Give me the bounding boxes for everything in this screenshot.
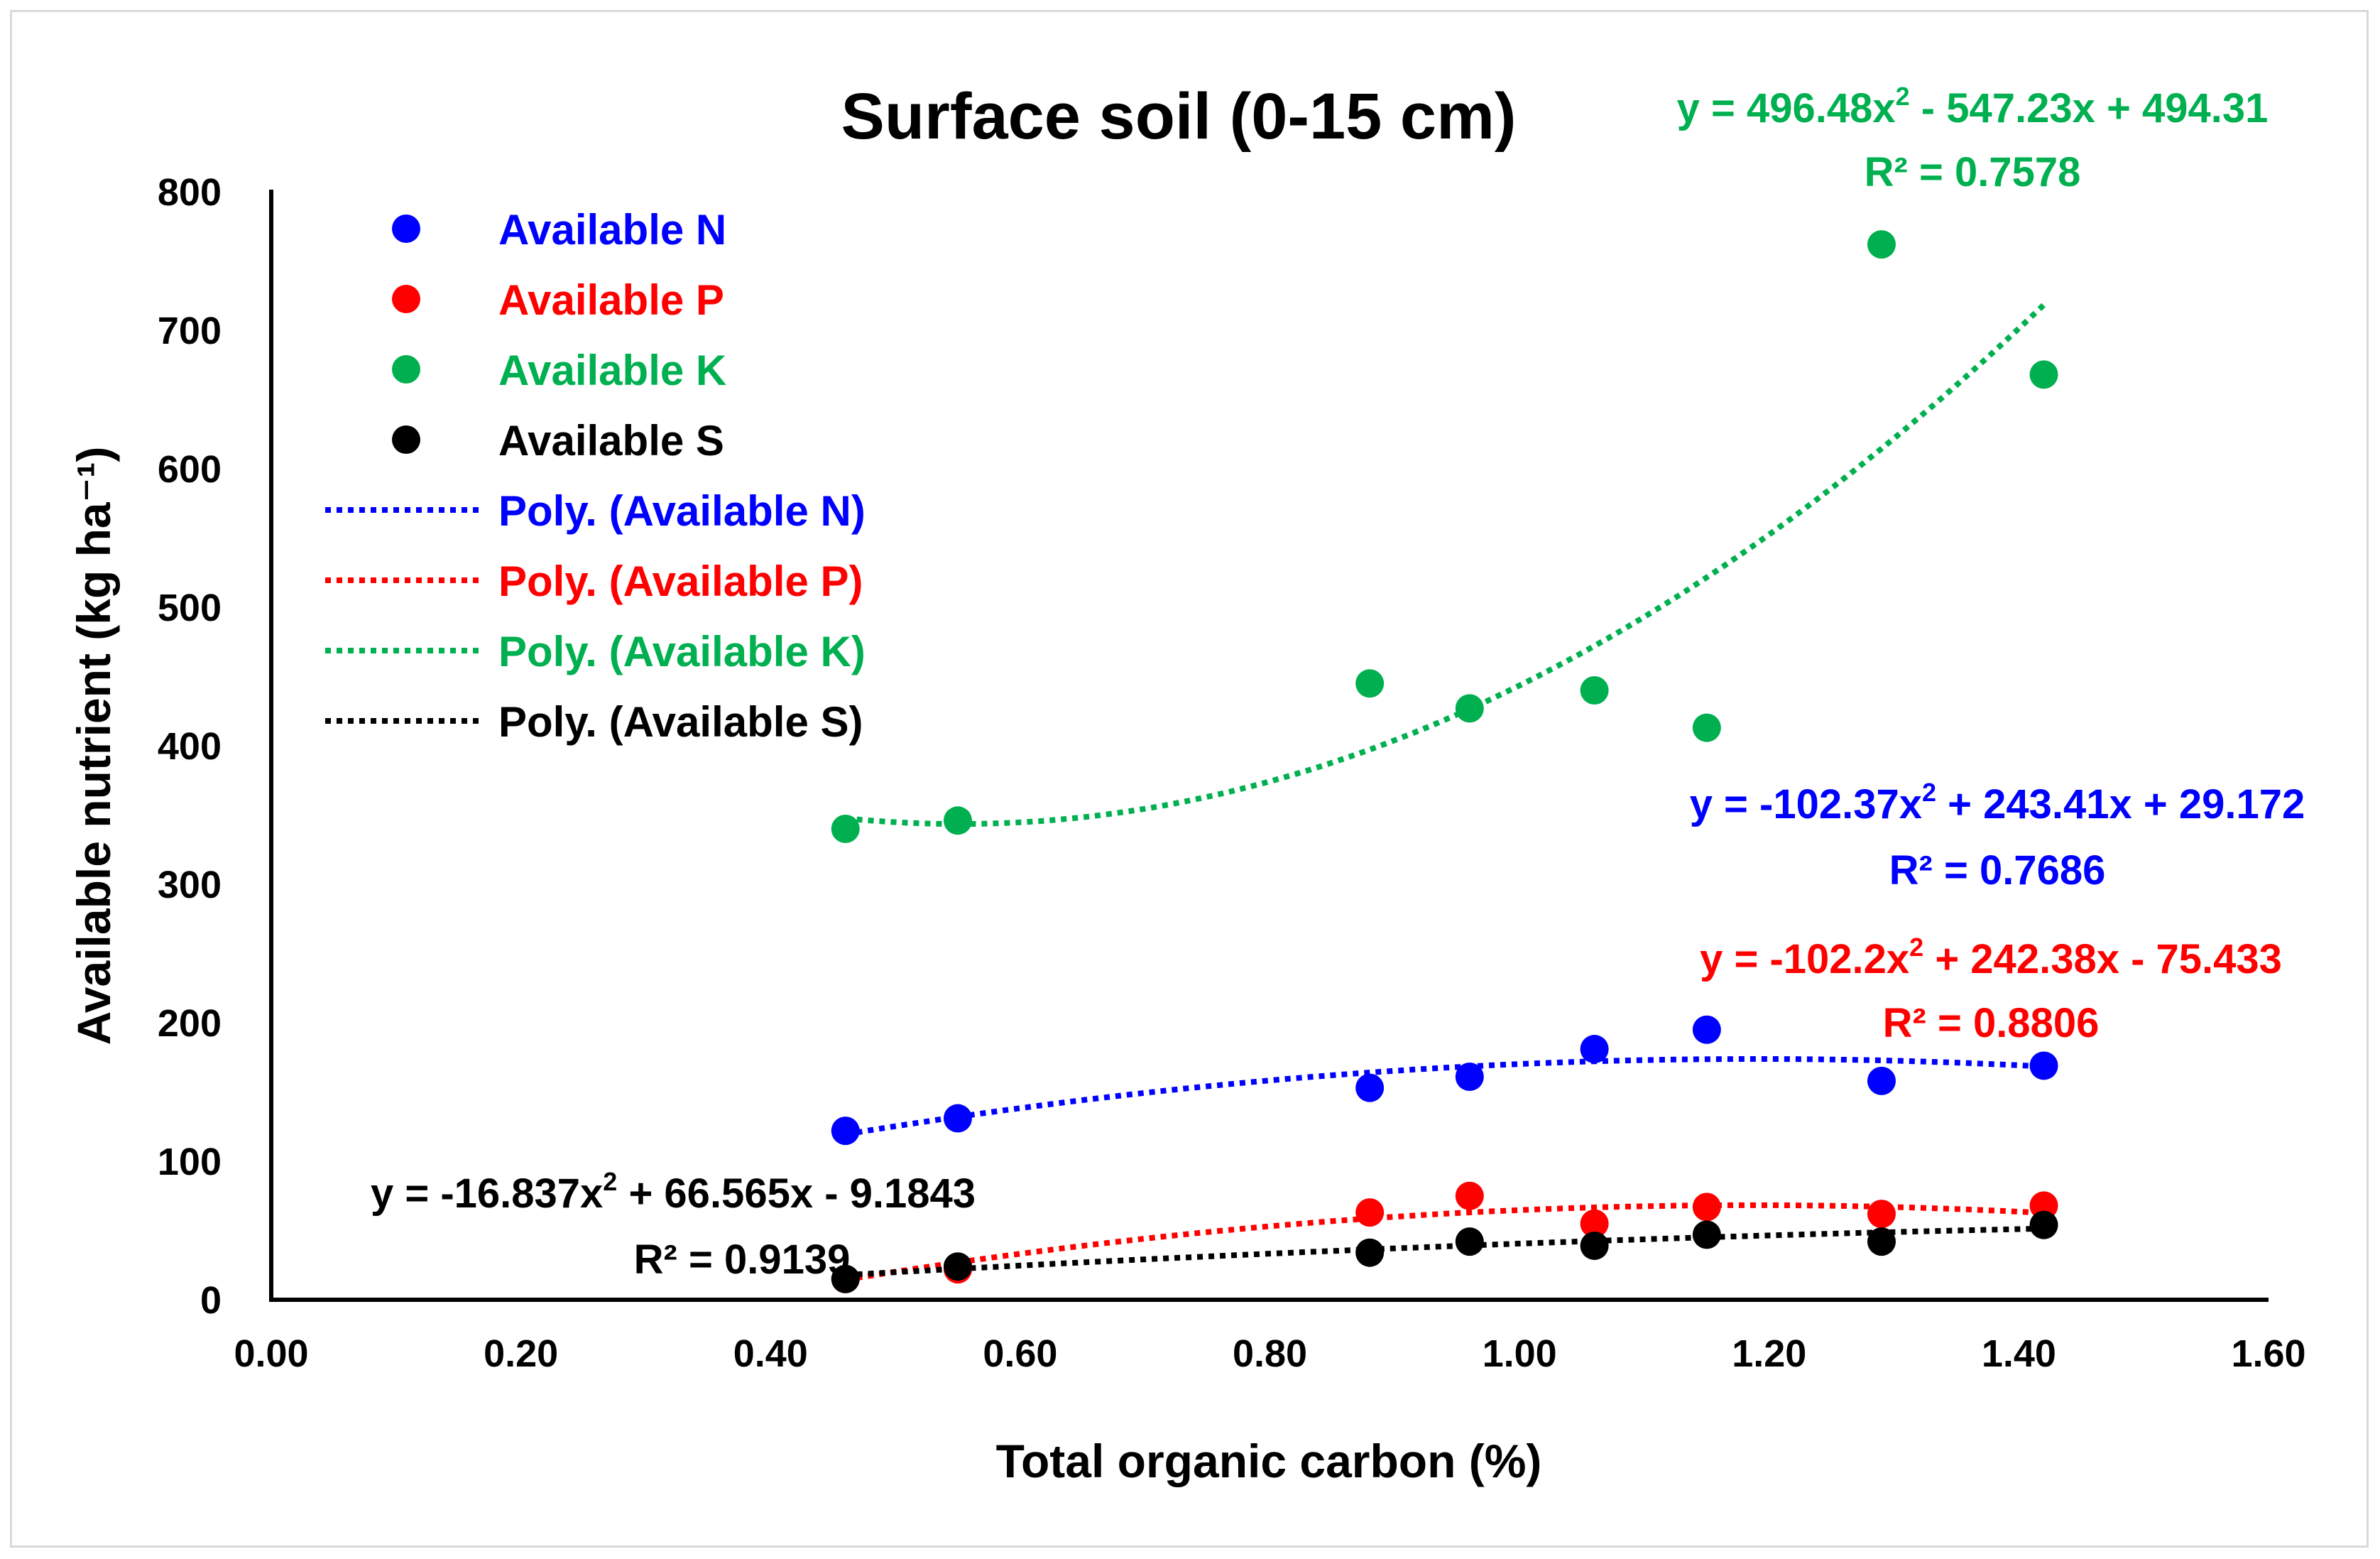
data-point-available-n	[1580, 1035, 1609, 1064]
data-point-available-k	[1580, 676, 1609, 705]
trend-r-squared: R² = 0.9139	[634, 1237, 851, 1283]
data-point-available-s	[943, 1252, 972, 1281]
data-point-available-k	[1455, 694, 1484, 723]
chart-frame	[10, 10, 2369, 1548]
trendlines	[845, 303, 2046, 1283]
y-tick-label: 700	[158, 310, 222, 352]
data-point-available-n	[1867, 1066, 1896, 1095]
y-tick-label: 200	[158, 1002, 222, 1045]
x-tick-label: 0.20	[484, 1332, 558, 1375]
data-point-available-k	[2029, 360, 2058, 389]
legend: Available N Available P Available K Availab…	[325, 206, 866, 746]
legend-label: Available P	[498, 276, 724, 324]
trendline-available-k	[845, 303, 2046, 827]
data-point-available-p	[1580, 1209, 1609, 1238]
data-point-available-k	[1355, 669, 1385, 698]
equation-part: - 547.23x + 494.31	[1910, 85, 2269, 131]
y-tick-label: 400	[158, 725, 222, 768]
trend-r-squared: R² = 0.8806	[1883, 1000, 2100, 1046]
chart-title: Surface soil (0-15 cm)	[841, 80, 1516, 153]
equation-part: + 243.41x + 29.172	[1936, 781, 2305, 827]
legend-marker	[392, 214, 420, 243]
data-point-available-p	[1355, 1198, 1385, 1227]
axes: 0.00 0.20 0.40 0.60 0.80 1.00 1.20 1.40 1.60 0 100…	[158, 171, 2306, 1375]
equation-exponent: 2	[603, 1167, 617, 1196]
equation-part: y = 496.48x	[1677, 85, 1896, 131]
equation-exponent: 2	[1896, 82, 1910, 111]
data-point-available-s	[1455, 1227, 1484, 1256]
data-point-available-s	[1580, 1231, 1609, 1260]
data-point-available-s	[1867, 1227, 1896, 1256]
y-tick-label: 600	[158, 448, 222, 491]
equation-part: y = -102.37x	[1690, 781, 1922, 827]
legend-label: Available K	[498, 347, 726, 394]
trend-r-squared: R² = 0.7686	[1889, 847, 2106, 893]
data-point-available-n	[831, 1117, 860, 1146]
y-axis-label: Available nutrient (kg ha⁻¹)	[67, 447, 120, 1045]
data-point-available-s	[1692, 1220, 1721, 1249]
legend-marker	[392, 355, 420, 384]
trendline-available-p	[845, 1202, 2044, 1283]
data-point-available-s	[2029, 1210, 2058, 1239]
data-point-available-p	[1455, 1181, 1484, 1210]
data-points	[831, 230, 2058, 1293]
data-point-available-k	[831, 815, 860, 843]
x-tick-label: 1.20	[1732, 1332, 1806, 1375]
legend-label: Poly. (Available S)	[498, 698, 863, 746]
equation-exponent: 2	[1909, 933, 1923, 962]
y-tick-label: 500	[158, 587, 222, 629]
trend-equation: y = 496.48x2 - 547.23x + 494.31	[1677, 82, 2269, 131]
legend-label: Poly. (Available K)	[498, 628, 866, 675]
equation-part: + 242.38x - 75.433	[1923, 936, 2282, 982]
data-point-available-n	[1355, 1073, 1385, 1102]
legend-label: Poly. (Available P)	[498, 558, 863, 605]
legend-marker	[392, 425, 420, 454]
x-tick-label: 0.60	[983, 1332, 1057, 1375]
trend-r-squared: R² = 0.7578	[1865, 149, 2081, 195]
data-point-available-k	[1867, 230, 1896, 259]
y-tick-label: 100	[158, 1141, 222, 1183]
trend-equation: y = -16.837x2 + 66.565x - 9.1843	[371, 1167, 976, 1217]
equation-part: + 66.565x - 9.1843	[617, 1170, 976, 1217]
x-tick-label: 1.40	[1982, 1332, 2056, 1375]
data-point-available-k	[1692, 713, 1721, 742]
x-tick-label: 0.00	[234, 1332, 308, 1375]
trend-equation: y = -102.2x2 + 242.38x - 75.433	[1700, 933, 2282, 982]
x-tick-label: 1.60	[2231, 1332, 2305, 1375]
x-tick-label: 0.80	[1233, 1332, 1307, 1375]
equation-part: y = -102.2x	[1700, 936, 1909, 982]
x-tick-label: 1.00	[1483, 1332, 1557, 1375]
trendline-available-n	[845, 1056, 2044, 1137]
trend-equation: y = -102.37x2 + 243.41x + 29.172	[1690, 778, 2305, 827]
data-point-available-n	[943, 1104, 972, 1133]
data-point-available-k	[943, 806, 972, 835]
legend-label: Poly. (Available N)	[498, 487, 866, 535]
legend-label: Available S	[498, 417, 724, 465]
equation-part: y = -16.837x	[371, 1170, 603, 1217]
y-tick-label: 300	[158, 864, 222, 906]
data-point-available-n	[1692, 1015, 1721, 1044]
data-point-available-n	[1455, 1063, 1484, 1092]
legend-label: Available N	[498, 206, 726, 254]
x-axis-label: Total organic carbon (%)	[996, 1435, 1542, 1487]
data-point-available-n	[2029, 1051, 2058, 1080]
data-point-available-p	[1692, 1193, 1721, 1222]
y-tick-label: 0	[200, 1279, 222, 1322]
y-tick-label: 800	[158, 171, 222, 214]
data-point-available-s	[1355, 1238, 1385, 1267]
legend-marker	[392, 285, 420, 313]
data-point-available-s	[831, 1264, 860, 1293]
equation-exponent: 2	[1922, 778, 1936, 807]
x-tick-label: 0.40	[733, 1332, 808, 1375]
data-point-available-p	[1867, 1200, 1896, 1229]
